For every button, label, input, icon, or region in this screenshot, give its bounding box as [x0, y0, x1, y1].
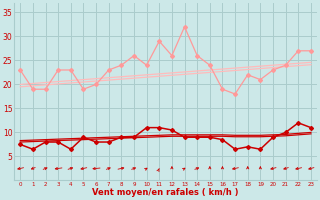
- X-axis label: Vent moyen/en rafales ( km/h ): Vent moyen/en rafales ( km/h ): [92, 188, 239, 197]
